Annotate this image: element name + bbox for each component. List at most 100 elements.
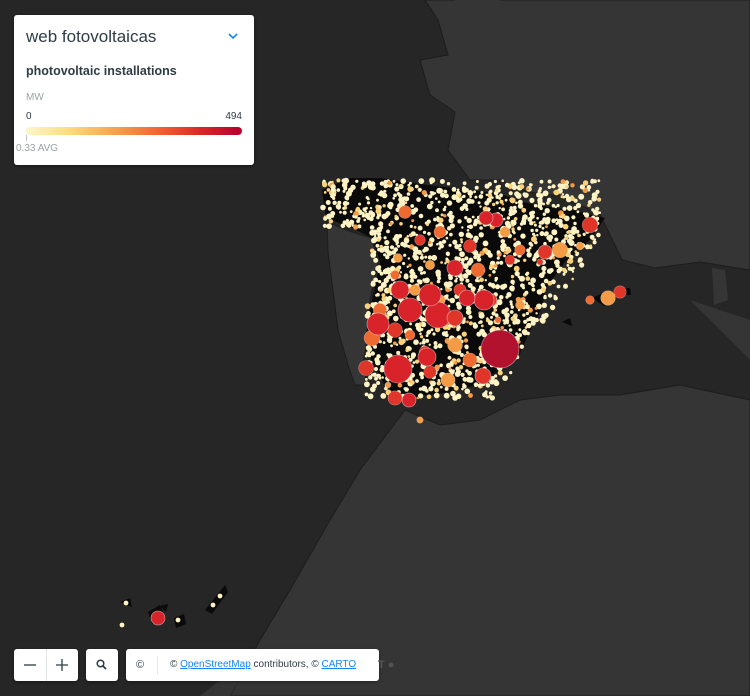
installation-dot [394, 318, 398, 322]
installation-dot [210, 602, 216, 608]
installation-dot [406, 346, 411, 351]
carto-link[interactable]: CARTO [321, 659, 357, 670]
installation-dot [479, 320, 483, 324]
installation-dot [455, 366, 460, 371]
installation-dot [397, 383, 403, 388]
installation-dot [487, 320, 494, 326]
installation-dot [547, 280, 553, 286]
installation-dot [392, 341, 397, 346]
installation-dot [530, 282, 534, 287]
installation-dot [565, 185, 569, 189]
installation-dot [123, 600, 129, 606]
installation-dot [391, 309, 396, 314]
installation-dot [529, 197, 535, 203]
installation-dot [445, 251, 450, 256]
installation-dot [375, 208, 382, 215]
installation-marker [358, 360, 374, 376]
installation-dot [476, 253, 481, 258]
installation-marker [536, 258, 544, 266]
installation-dot [499, 199, 504, 204]
installation-dot [357, 224, 362, 229]
installation-dot [369, 206, 373, 210]
installation-dot [337, 200, 342, 205]
installation-dot [376, 226, 383, 233]
installation-dot [589, 234, 595, 240]
installation-dot [386, 299, 390, 303]
installation-dot [370, 181, 376, 187]
openstreetmap-link[interactable]: OpenStreetMap [180, 659, 251, 670]
installation-dot [456, 327, 460, 332]
search-button[interactable] [86, 649, 118, 681]
installation-dot [557, 183, 563, 188]
installation-dot [539, 220, 545, 225]
installation-dot [370, 386, 376, 393]
installation-dot [496, 299, 503, 306]
installation-dot [382, 245, 389, 252]
installation-dot [419, 371, 424, 377]
installation-dot [419, 332, 422, 336]
installation-dot [412, 251, 418, 256]
installation-dot [582, 232, 586, 236]
installation-dot [378, 205, 382, 209]
installation-dot [474, 239, 478, 243]
installation-dot [417, 225, 423, 231]
zoom-in-button[interactable] [46, 649, 79, 681]
installation-dot [439, 385, 443, 389]
installation-dot [403, 387, 407, 391]
installation-dot [409, 380, 415, 385]
installation-dot [524, 290, 529, 295]
installation-dot [403, 237, 410, 244]
installation-dot [482, 240, 489, 247]
installation-dot [398, 197, 403, 202]
installation-dot [543, 241, 547, 246]
installation-dot [461, 226, 464, 229]
installation-dot [468, 321, 473, 326]
installation-dot [469, 195, 472, 198]
installation-dot [393, 315, 399, 322]
installation-dot [566, 205, 573, 211]
installation-dot [348, 187, 352, 191]
installation-dot [364, 212, 371, 219]
installation-dot [474, 195, 478, 199]
installation-dot [419, 255, 424, 260]
installation-dot [382, 204, 386, 208]
legend-unit: MW [26, 92, 44, 103]
installation-dot [508, 324, 511, 327]
installation-dot [328, 191, 333, 195]
installation-dot [575, 202, 582, 209]
installation-dot [468, 258, 474, 264]
chevron-down-icon[interactable] [226, 29, 240, 43]
installation-dot [522, 192, 527, 197]
installation-dot [454, 244, 460, 250]
installation-dot [462, 377, 467, 382]
installation-dot [443, 189, 448, 194]
installation-dot [444, 262, 447, 265]
installation-dot [484, 390, 488, 394]
installation-dot [470, 199, 475, 204]
installation-dot [488, 282, 493, 287]
installation-dot [526, 252, 532, 258]
installation-dot [500, 326, 505, 330]
installation-dot [493, 264, 497, 268]
installation-dot [521, 283, 525, 288]
installation-dot [547, 293, 553, 298]
installation-dot [490, 315, 493, 319]
installation-dot [484, 183, 490, 189]
installation-dot [389, 265, 396, 272]
minus-icon [24, 664, 36, 666]
installation-marker-large [150, 610, 166, 626]
installation-dot [383, 183, 389, 189]
installation-dot [357, 217, 361, 221]
installation-dot [450, 390, 456, 397]
installation-dot [414, 359, 420, 364]
installation-dot [517, 275, 521, 279]
installation-dot [564, 193, 570, 199]
installation-dot [515, 192, 522, 199]
attribution-toggle[interactable]: © [136, 659, 145, 671]
installation-dot [443, 392, 450, 399]
zoom-out-button[interactable] [14, 649, 46, 681]
installation-dot [396, 188, 399, 191]
installation-dot [494, 276, 499, 281]
installation-dot [476, 331, 482, 337]
